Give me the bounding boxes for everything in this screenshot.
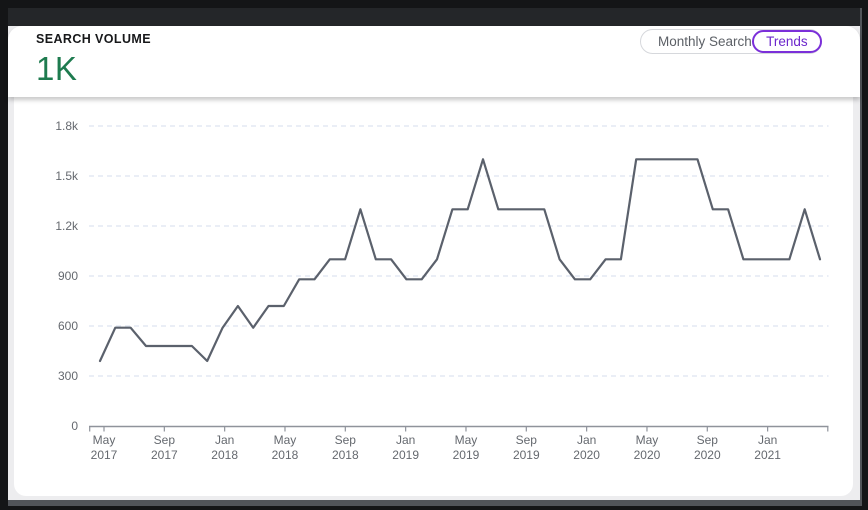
window-frame: SEARCH VOLUME 1K Monthly Search Trends <box>8 8 862 506</box>
toggle-option-trends[interactable]: Trends <box>751 30 822 53</box>
page-title: SEARCH VOLUME <box>36 32 151 46</box>
page-background: SEARCH VOLUME 1K Monthly Search Trends <box>8 8 860 500</box>
search-volume-value: 1K <box>36 50 78 87</box>
toggle-option-monthly-search[interactable]: Monthly Search <box>658 34 752 49</box>
widget-header: SEARCH VOLUME 1K Monthly Search Trends <box>8 26 860 97</box>
chart-card <box>14 97 853 496</box>
view-toggle: Monthly Search Trends <box>640 29 822 54</box>
dark-top-strip <box>8 8 860 26</box>
